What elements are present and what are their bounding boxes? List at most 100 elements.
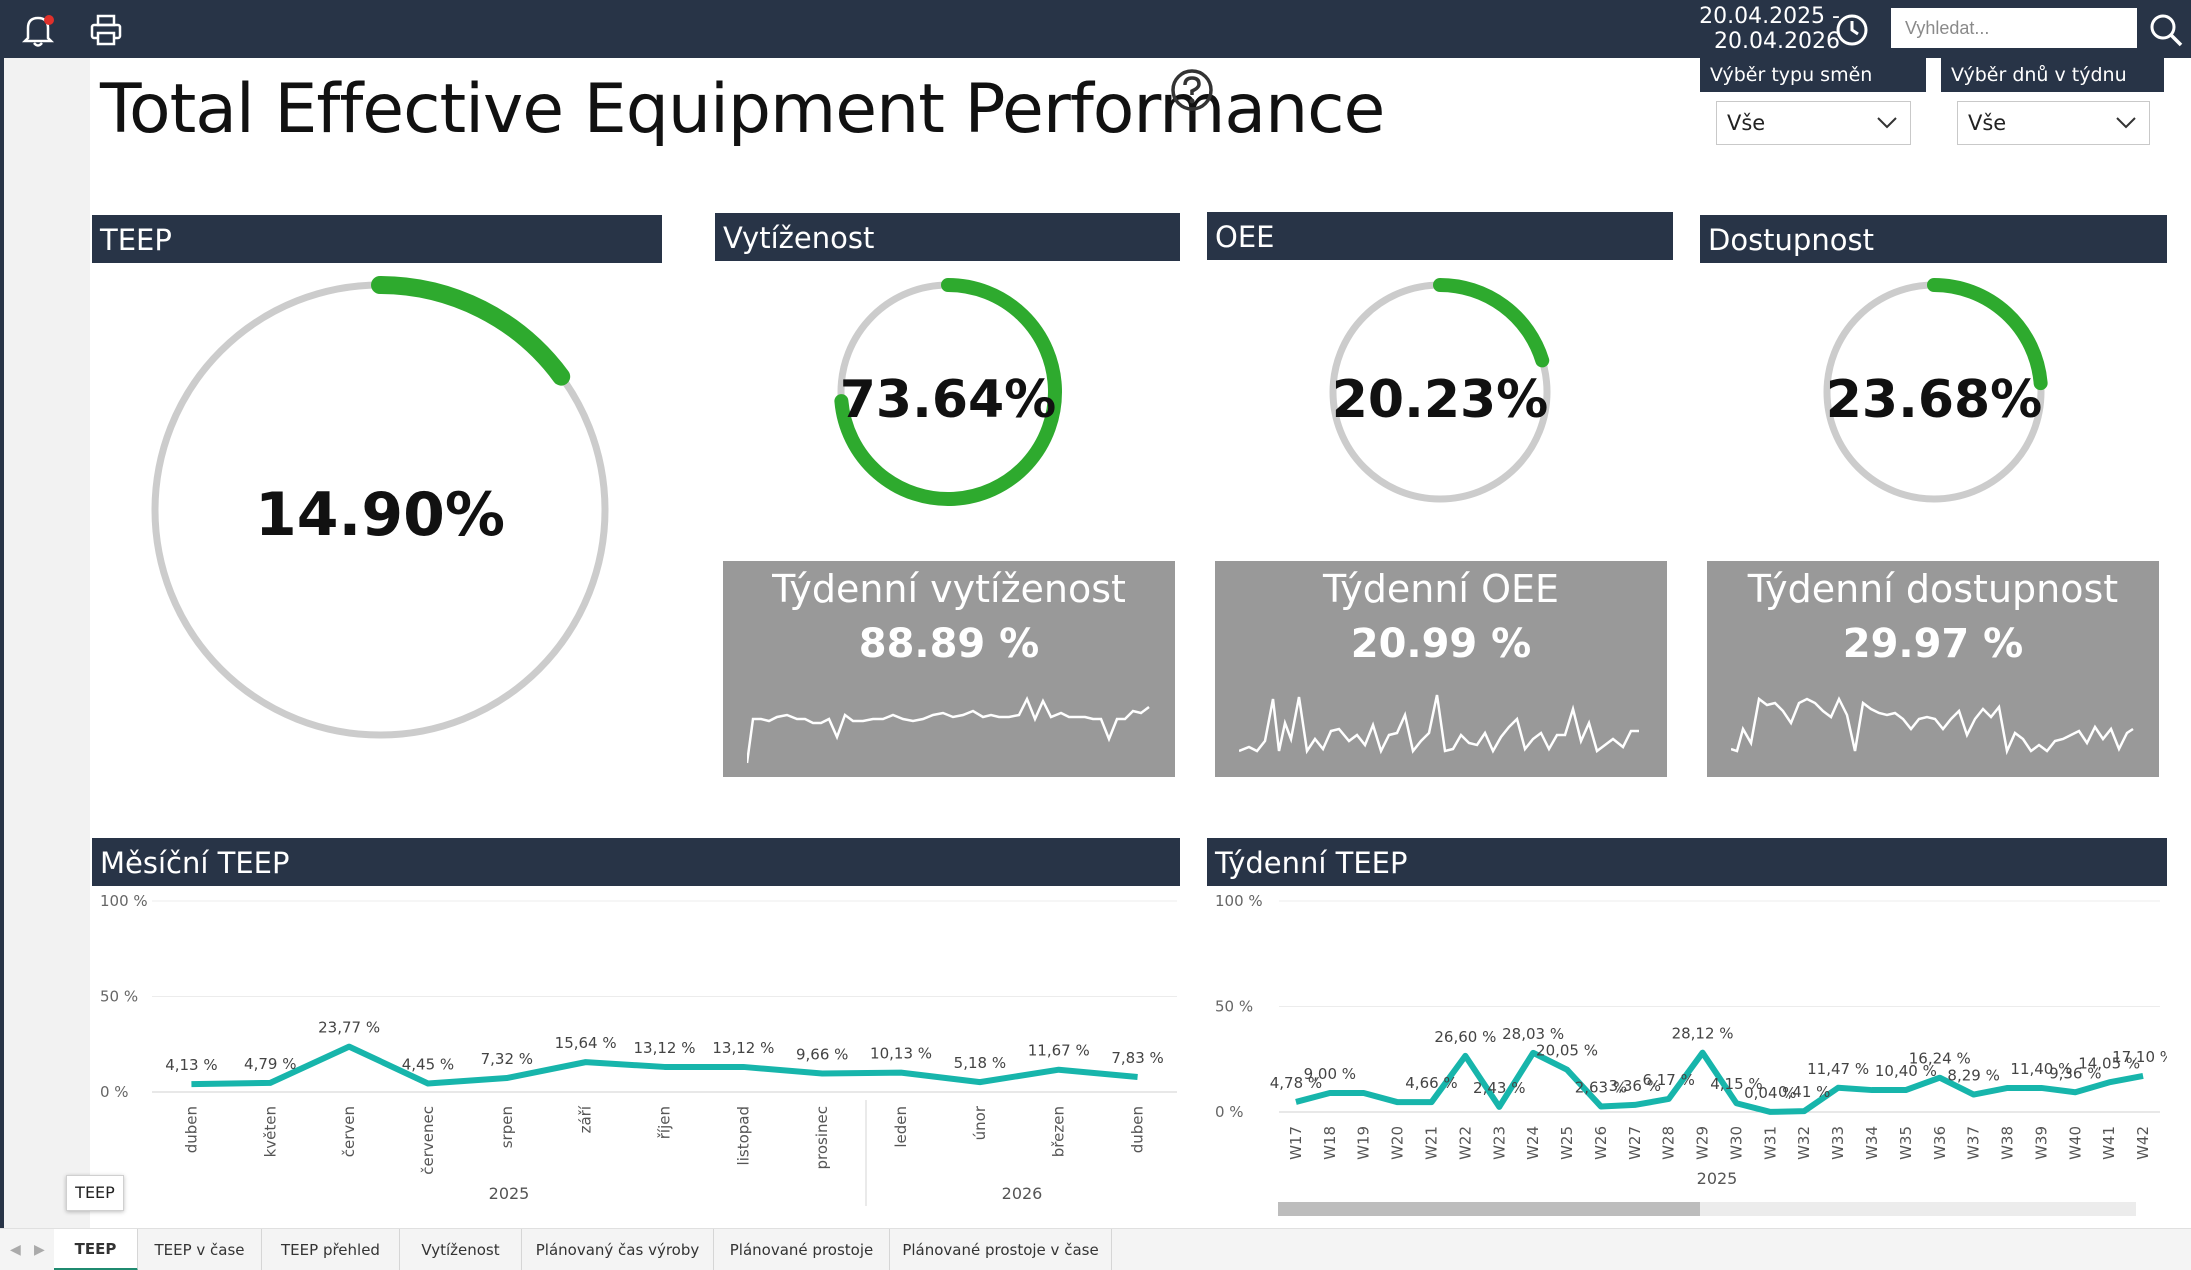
weekly-teep-chart: 100 % 50 % 0 % 4,78 %9,00 % 4,66 % 26,60 % 2,… xyxy=(1215,892,2167,1188)
help-icon[interactable] xyxy=(1170,68,1214,112)
page-tab-bar: ◀ ▶ TEEP TEEP v čase TEEP přehled Vytíže… xyxy=(0,1228,2191,1270)
data-label: 4,78 % xyxy=(1270,1074,1322,1092)
x-tick-label: říjen xyxy=(656,1106,674,1139)
data-label: 9,36 % xyxy=(2049,1064,2101,1082)
data-label: 15,64 % xyxy=(555,1034,617,1052)
data-label: 28,12 % xyxy=(1672,1025,1734,1043)
x-tick-label: W29 xyxy=(1694,1126,1712,1160)
oee-header: OEE xyxy=(1207,212,1673,260)
oee-value: 20.23% xyxy=(1331,370,1549,430)
data-label: 13,12 % xyxy=(634,1039,696,1057)
x-tick-label: W34 xyxy=(1863,1126,1881,1160)
search-icon[interactable] xyxy=(2144,8,2188,52)
data-label: 23,77 % xyxy=(318,1019,380,1037)
data-label: 8,29 % xyxy=(1947,1067,1999,1085)
x-tick-label: květen xyxy=(261,1106,279,1157)
year-label: 2026 xyxy=(1002,1184,1043,1203)
tab-prev-icon[interactable]: ◀ xyxy=(10,1241,21,1257)
data-label: 10,13 % xyxy=(870,1045,932,1063)
x-tick-label: W17 xyxy=(1287,1126,1305,1160)
tab-teep[interactable]: TEEP xyxy=(54,1229,138,1270)
tab-teep-v-case[interactable]: TEEP v čase xyxy=(138,1229,262,1270)
sparkline xyxy=(1239,694,1639,755)
vytizenost-header: Vytíženost xyxy=(715,213,1180,261)
x-tick-label: duben xyxy=(1129,1106,1147,1153)
gauge-fill-arc xyxy=(1927,278,2048,391)
date-range-label: 20.04.2025 - 20.04.2026 xyxy=(1699,4,1840,54)
sparkline xyxy=(1731,696,2134,756)
x-tick-label: listopad xyxy=(734,1106,752,1165)
kpi-value: 88.89 % xyxy=(858,621,1040,667)
chevron-down-icon xyxy=(1877,117,1897,129)
left-edge-strip xyxy=(0,58,4,1228)
search-input[interactable] xyxy=(1891,8,2137,48)
weekly-chart-scrollbar-thumb[interactable] xyxy=(1278,1202,1700,1216)
data-label: 2,63 % xyxy=(1575,1078,1627,1096)
x-tick-label: W38 xyxy=(1999,1126,2017,1160)
gauge-fill-arc xyxy=(834,278,1062,506)
notification-bell-icon[interactable] xyxy=(16,8,60,52)
x-tick-label: W35 xyxy=(1897,1126,1915,1160)
teep-gauge xyxy=(151,276,609,739)
tab-tooltip: TEEP xyxy=(66,1175,124,1211)
y-tick-label: 0 % xyxy=(100,1083,129,1101)
tab-vytizenost[interactable]: Vytíženost xyxy=(400,1229,522,1270)
tab-next-icon[interactable]: ▶ xyxy=(34,1241,45,1257)
data-label: 5,18 % xyxy=(954,1054,1006,1072)
shift-type-dropdown[interactable]: Vše xyxy=(1716,101,1911,145)
x-tick-label: červen xyxy=(340,1106,358,1157)
x-tick-label: W39 xyxy=(2032,1126,2050,1160)
x-tick-label: W42 xyxy=(2134,1126,2152,1160)
teep-value: 14.90% xyxy=(255,480,505,550)
x-tick-label: únor xyxy=(971,1105,989,1140)
tab-teep-prehled[interactable]: TEEP přehled xyxy=(262,1229,400,1270)
kpi-title: Týdenní dostupnost xyxy=(1747,567,2119,611)
data-label: 4,15 % xyxy=(1710,1075,1762,1093)
clock-icon[interactable] xyxy=(1830,8,1874,52)
data-label: 7,32 % xyxy=(481,1050,533,1068)
data-label: 16,24 % xyxy=(1909,1050,1971,1068)
x-tick-label: W22 xyxy=(1456,1126,1474,1160)
data-label: 6,17 % xyxy=(1642,1071,1694,1089)
weekday-dropdown[interactable]: Vše xyxy=(1957,101,2150,145)
data-label: 26,60 % xyxy=(1434,1028,1496,1046)
x-tick-label: prosinec xyxy=(813,1106,831,1170)
x-tick-label: W23 xyxy=(1490,1126,1508,1160)
chevron-down-icon xyxy=(2116,117,2136,129)
x-tick-label: W41 xyxy=(2100,1126,2118,1160)
kpi-value: 20.99 % xyxy=(1350,621,1532,667)
tab-planovany-cas-vyroby[interactable]: Plánovaný čas výroby xyxy=(522,1229,714,1270)
x-tick-label: W27 xyxy=(1626,1126,1644,1160)
x-tick-label: W37 xyxy=(1965,1126,1983,1160)
monthly-teep-header: Měsíční TEEP xyxy=(92,838,1180,886)
x-tick-label: W32 xyxy=(1795,1126,1813,1160)
x-tick-label: W33 xyxy=(1829,1126,1847,1160)
data-label: 7,83 % xyxy=(1111,1049,1163,1067)
x-tick-label: W40 xyxy=(2066,1126,2084,1160)
weekday-value: Vše xyxy=(1968,111,2007,135)
data-label: 0,41 % xyxy=(1778,1083,1830,1101)
data-label: 17,10 % xyxy=(2112,1048,2167,1066)
kpi-card-weekly-utilization: Týdenní vytíženost 88.89 % xyxy=(723,561,1175,777)
tab-planovane-prostoje[interactable]: Plánované prostoje xyxy=(714,1229,890,1270)
x-tick-label: duben xyxy=(182,1106,200,1153)
sparkline xyxy=(747,695,1150,764)
data-label: 10,40 % xyxy=(1875,1062,1937,1080)
print-icon[interactable] xyxy=(84,8,128,52)
x-tick-label: W26 xyxy=(1592,1126,1610,1160)
dostupnost-value: 23.68% xyxy=(1825,370,2043,430)
x-tick-label: září xyxy=(577,1105,595,1133)
y-tick-label: 100 % xyxy=(100,892,148,910)
x-tick-label: červenec xyxy=(419,1106,437,1175)
x-tick-label: W24 xyxy=(1524,1126,1542,1160)
teep-header: TEEP xyxy=(92,215,662,263)
data-label: 28,03 % xyxy=(1502,1025,1564,1043)
x-tick-label: W18 xyxy=(1321,1126,1339,1160)
tab-planovane-prostoje-v-case[interactable]: Plánované prostoje v čase xyxy=(890,1229,1112,1270)
weekly-teep-line xyxy=(1295,1049,2144,1115)
dostupnost-header: Dostupnost xyxy=(1700,215,2167,263)
y-tick-label: 50 % xyxy=(1215,998,1253,1016)
kpi-title: Týdenní vytíženost xyxy=(772,567,1126,611)
y-tick-label: 0 % xyxy=(1215,1103,1244,1121)
